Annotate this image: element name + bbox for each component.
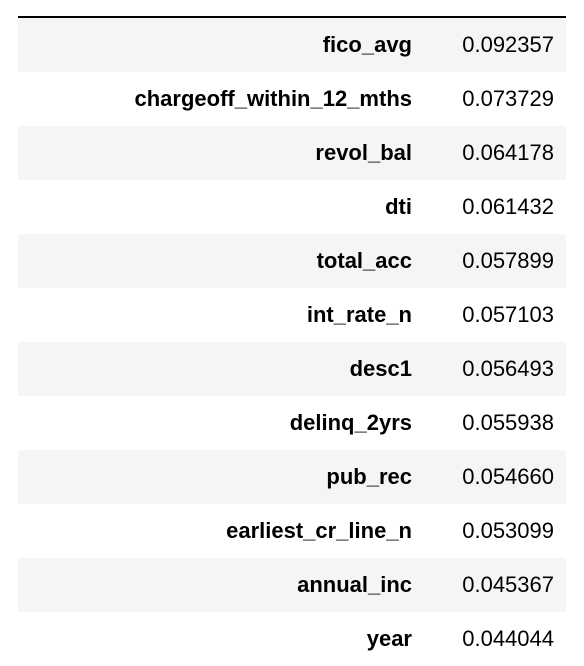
row-value: 0.055938 bbox=[462, 410, 554, 435]
table-row: chargeoff_within_12_mths 0.073729 bbox=[18, 72, 566, 126]
row-value: 0.056493 bbox=[462, 356, 554, 381]
row-label: revol_bal bbox=[315, 140, 412, 165]
table-row: desc1 0.056493 bbox=[18, 342, 566, 396]
table-row: annual_inc 0.045367 bbox=[18, 558, 566, 612]
row-label: int_rate_n bbox=[306, 302, 412, 327]
row-label: pub_rec bbox=[326, 464, 412, 489]
row-value: 0.092357 bbox=[462, 32, 554, 57]
row-label: total_acc bbox=[316, 248, 412, 273]
table-row: total_acc 0.057899 bbox=[18, 234, 566, 288]
table-row: dti 0.061432 bbox=[18, 180, 566, 234]
row-label: earliest_cr_line_n bbox=[226, 518, 412, 543]
row-label: year bbox=[366, 626, 412, 651]
feature-importance-table: fico_avg 0.092357 chargeoff_within_12_mt… bbox=[18, 16, 566, 666]
table-row: pub_rec 0.054660 bbox=[18, 450, 566, 504]
table-row: delinq_2yrs 0.055938 bbox=[18, 396, 566, 450]
row-value: 0.073729 bbox=[462, 86, 554, 111]
row-label: dti bbox=[385, 194, 412, 219]
table-row: int_rate_n 0.057103 bbox=[18, 288, 566, 342]
row-value: 0.053099 bbox=[462, 518, 554, 543]
row-label: desc1 bbox=[349, 356, 412, 381]
table-row: revol_bal 0.064178 bbox=[18, 126, 566, 180]
row-label: delinq_2yrs bbox=[289, 410, 412, 435]
row-value: 0.061432 bbox=[462, 194, 554, 219]
table-row: fico_avg 0.092357 bbox=[18, 18, 566, 72]
row-label: annual_inc bbox=[297, 572, 412, 597]
row-label: chargeoff_within_12_mths bbox=[134, 86, 412, 111]
row-value: 0.054660 bbox=[462, 464, 554, 489]
row-value: 0.045367 bbox=[462, 572, 554, 597]
table-row: year 0.044044 bbox=[18, 612, 566, 666]
table-body: fico_avg 0.092357 chargeoff_within_12_mt… bbox=[18, 18, 566, 666]
row-label: fico_avg bbox=[322, 32, 412, 57]
row-value: 0.044044 bbox=[462, 626, 554, 651]
data-table: fico_avg 0.092357 chargeoff_within_12_mt… bbox=[18, 18, 566, 666]
row-value: 0.064178 bbox=[462, 140, 554, 165]
table-top-rule bbox=[18, 16, 566, 18]
table-row: earliest_cr_line_n 0.053099 bbox=[18, 504, 566, 558]
row-value: 0.057899 bbox=[462, 248, 554, 273]
row-value: 0.057103 bbox=[462, 302, 554, 327]
